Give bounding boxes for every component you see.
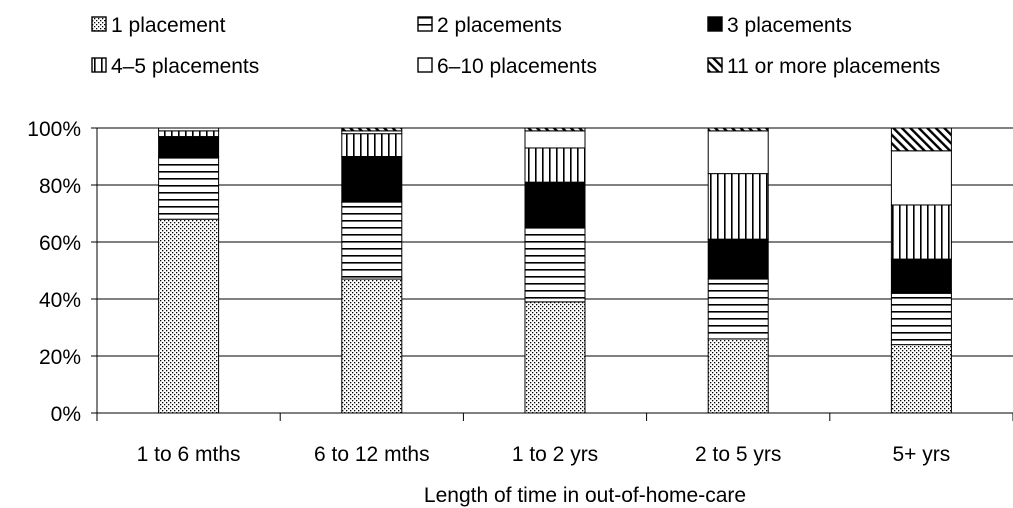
y-tick-label: 0% [51, 403, 81, 426]
legend-label: 1 placement [111, 14, 226, 37]
legend-label: 3 placements [727, 14, 852, 37]
bar-segment [524, 127, 586, 132]
y-tick-label: 80% [39, 175, 81, 198]
x-tick-label: 5+ yrs [893, 443, 951, 466]
bar-segment [707, 127, 769, 132]
bar-segment [707, 338, 769, 414]
x-tick-label: 1 to 2 yrs [512, 443, 598, 466]
legend-swatch [91, 16, 107, 32]
legend-swatch [91, 57, 107, 73]
bar-segment [158, 130, 220, 138]
x-tick-label: 1 to 6 mths [137, 443, 241, 466]
y-tick-label: 40% [39, 289, 81, 312]
bar-segment [707, 238, 769, 280]
bar-segment [890, 150, 952, 206]
bar-segment [890, 258, 952, 294]
bar-segment [158, 136, 220, 158]
bar-segment [707, 130, 769, 175]
bar-segment [158, 218, 220, 414]
y-tick-label: 20% [39, 346, 81, 369]
legend-label: 2 placements [437, 14, 562, 37]
bar-segment [890, 204, 952, 260]
bar-segment [524, 130, 586, 149]
legend-swatch [707, 16, 723, 32]
bar-segment [524, 147, 586, 183]
bars [158, 127, 952, 414]
y-tick-label: 100% [27, 118, 81, 141]
bar-segment [890, 344, 952, 414]
bar-segment [158, 156, 220, 220]
bar-segment [890, 292, 952, 346]
bar-segment [341, 127, 403, 132]
legend-label: 11 or more placements [727, 55, 940, 78]
bar-segment [341, 133, 403, 157]
legend-label: 6–10 placements [437, 55, 597, 78]
legend-swatch [417, 57, 433, 73]
bar-segment [341, 278, 403, 414]
legend-swatch [707, 57, 723, 73]
bar-segment [524, 301, 586, 414]
axis-labels: 0% 20% 40% 60% 80% 100% 1 to 6 mths 6 to 12 mth… [27, 118, 950, 507]
x-axis-title: Length of time in out-of-home-care [424, 484, 746, 507]
legend-swatch [417, 16, 433, 32]
bar-segment [890, 127, 952, 152]
y-tick-label: 60% [39, 232, 81, 255]
bar-segment [707, 173, 769, 240]
bar-segment [158, 127, 220, 132]
x-tick-label: 6 to 12 mths [314, 443, 430, 466]
bar-segment [524, 181, 586, 229]
bar-segment [524, 227, 586, 303]
bar-segment [707, 278, 769, 340]
legend: 1 placement 2 placements 3 placements 4–5 p… [91, 14, 940, 78]
bar-segment [341, 156, 403, 203]
axes [91, 127, 1013, 421]
x-tick-label: 2 to 5 yrs [695, 443, 781, 466]
bar-segment [341, 201, 403, 280]
legend-label: 4–5 placements [111, 55, 259, 78]
